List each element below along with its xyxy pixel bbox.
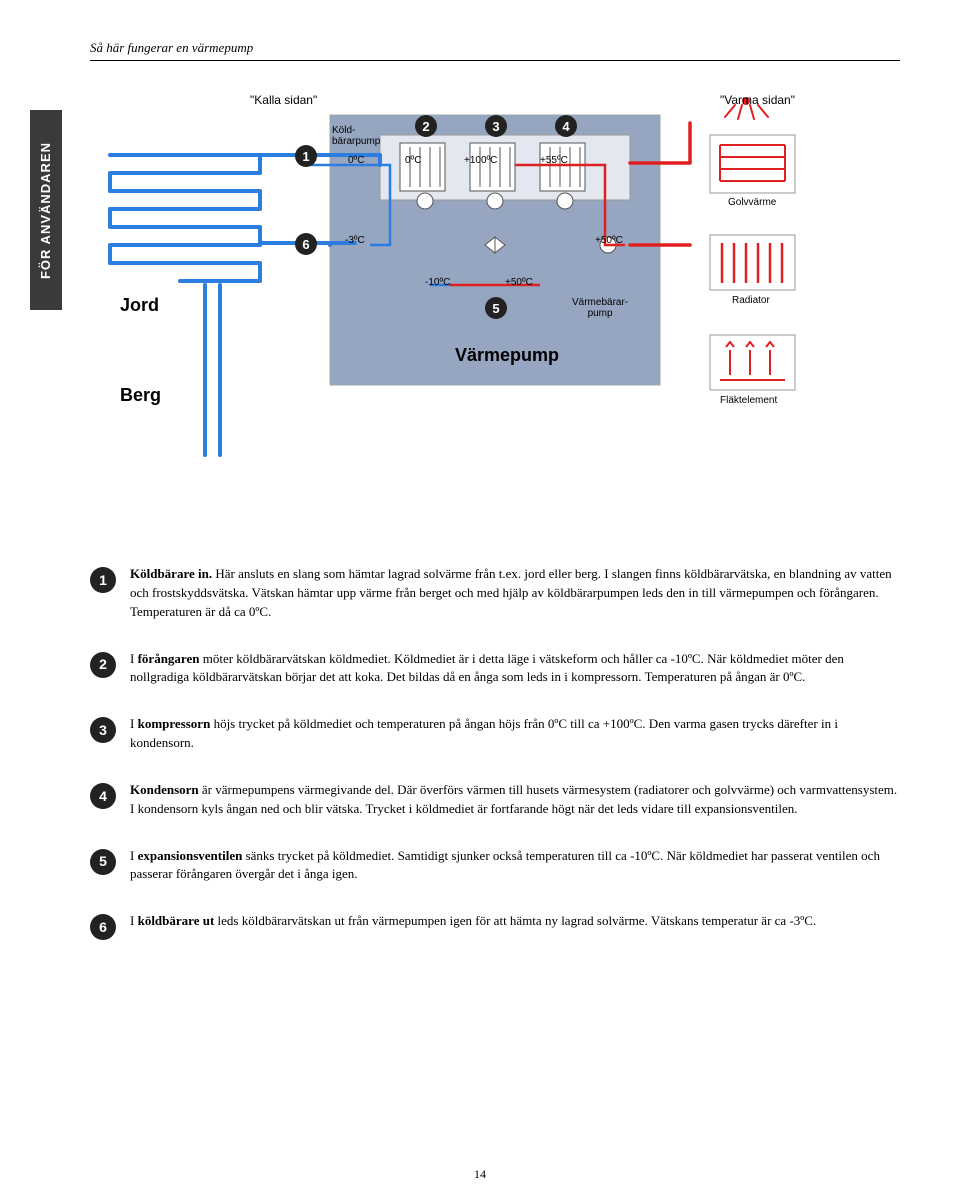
diagram-marker-3: 3	[485, 115, 507, 137]
desc-item-6: 6 I köldbärare ut leds köldbärarvätskan u…	[90, 912, 900, 940]
side-tab-label: FÖR ANVÄNDAREN	[39, 141, 54, 278]
side-tab: FÖR ANVÄNDAREN	[30, 110, 62, 310]
desc-text: Kondensorn är värmepumpens värmegivande …	[130, 781, 900, 819]
desc-item-5: 5 I expansionsventilen sänks trycket på k…	[90, 847, 900, 885]
temp-50b: +50ºC	[505, 277, 533, 288]
label-jord: Jord	[120, 295, 159, 316]
label-golvvarme: Golvvärme	[728, 197, 776, 208]
diagram-marker-5: 5	[485, 297, 507, 319]
temp-neg10: -10ºC	[425, 277, 450, 288]
temp-0b: 0ºC	[405, 155, 421, 166]
label-cold-side: "Kalla sidan"	[250, 93, 317, 107]
desc-text: I köldbärare ut leds köldbärarvätskan ut…	[130, 912, 900, 940]
label-koldbararpump: Köld- bärarpump	[332, 125, 380, 147]
temp-0a: 0ºC	[348, 155, 364, 166]
temp-50a: +50ºC	[595, 235, 623, 246]
label-flaktelement: Fläktelement	[720, 395, 777, 406]
diagram-marker-2: 2	[415, 115, 437, 137]
diagram-marker-1: 1	[295, 145, 317, 167]
desc-num: 5	[90, 849, 116, 875]
heatpump-diagram: "Kalla sidan" "Varma sidan" Köld- bärarp…	[70, 85, 850, 475]
desc-item-4: 4 Kondensorn är värmepumpens värmegivande…	[90, 781, 900, 819]
label-varmepump: Värmepump	[455, 345, 559, 366]
temp-neg3: -3ºC	[345, 235, 365, 246]
desc-num: 6	[90, 914, 116, 940]
desc-text: I kompressorn höjs trycket på köldmediet…	[130, 715, 900, 753]
label-warm-side: "Varma sidan"	[720, 93, 795, 107]
desc-text: Köldbärare in. Här ansluts en slang som …	[130, 565, 900, 622]
temp-100: +100ºC	[464, 155, 497, 166]
desc-text: I expansionsventilen sänks trycket på kö…	[130, 847, 900, 885]
diagram-marker-6: 6	[295, 233, 317, 255]
desc-item-1: 1 Köldbärare in. Här ansluts en slang som…	[90, 565, 900, 622]
page-number: 14	[474, 1167, 486, 1182]
diagram-marker-4: 4	[555, 115, 577, 137]
desc-item-3: 3 I kompressorn höjs trycket på köldmedie…	[90, 715, 900, 753]
desc-num: 4	[90, 783, 116, 809]
desc-item-2: 2 I förångaren möter köldbärarvätskan köl…	[90, 650, 900, 688]
label-berg: Berg	[120, 385, 161, 406]
desc-text: I förångaren möter köldbärarvätskan köld…	[130, 650, 900, 688]
desc-num: 3	[90, 717, 116, 743]
desc-num: 2	[90, 652, 116, 678]
page-header: Så här fungerar en värmepump	[90, 40, 900, 61]
label-varmebararpump: Värmebärar- pump	[572, 297, 628, 319]
desc-num: 1	[90, 567, 116, 593]
label-radiator: Radiator	[732, 295, 770, 306]
description-list: 1 Köldbärare in. Här ansluts en slang som…	[90, 565, 900, 940]
temp-55: +55ºC	[540, 155, 568, 166]
